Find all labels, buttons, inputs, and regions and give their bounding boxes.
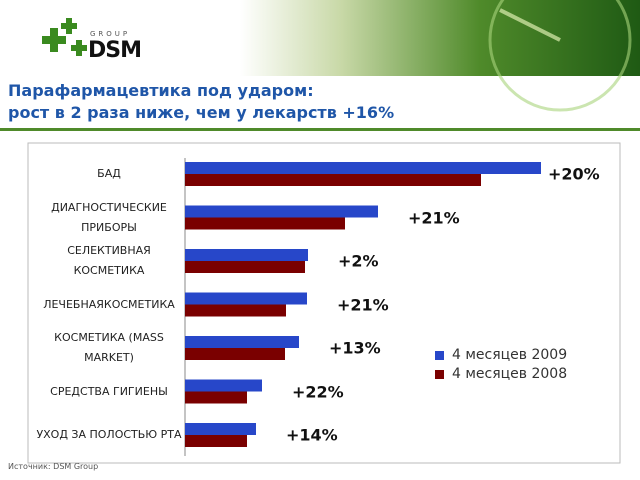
category-label: СЕЛЕКТИВНАЯ КОСМЕТИКА (67, 244, 151, 277)
category-label: БАД (97, 167, 121, 180)
growth-label: +2% (338, 251, 379, 271)
category-label: КОСМЕТИКА (MASS MARKET) (54, 331, 164, 364)
plot-frame (27, 142, 621, 464)
bar (185, 304, 286, 317)
legend-label: 4 месяцев 2008 (452, 366, 568, 382)
growth-label: +14% (286, 425, 338, 445)
bar (185, 292, 307, 305)
bar (185, 391, 247, 404)
bar (185, 348, 285, 360)
logo-subtext: GROUP (90, 30, 131, 38)
category-label: ЛЕЧЕБНАЯКОСМЕТИКА (43, 297, 175, 311)
bar (185, 435, 247, 447)
bar (185, 379, 262, 392)
growth-label: +21% (337, 295, 389, 314)
category-label: УХОД ЗА ПОЛОСТЬЮ РТА (36, 428, 182, 441)
growth-label: +21% (408, 208, 460, 227)
logo-text: DSM (88, 38, 142, 63)
bar (185, 205, 378, 218)
header-image (240, 0, 640, 76)
category-label: СРЕДСТВА ГИГИЕНЫ (50, 384, 168, 398)
bar (185, 162, 541, 174)
source-note: Источник: DSM Group (8, 462, 99, 471)
bar (185, 249, 308, 261)
clock-decoration (488, 0, 632, 112)
growth-label: +20% (548, 164, 600, 184)
bar (185, 174, 481, 186)
growth-label: +22% (292, 382, 344, 401)
clock-hand (499, 8, 561, 42)
bar (185, 217, 345, 230)
bar (185, 336, 299, 348)
legend-label: 4 месяцев 2009 (452, 347, 568, 363)
legend-swatch (435, 350, 444, 360)
bar (185, 423, 256, 435)
bar (185, 261, 305, 273)
legend-entry: 4 месяцев 2008 (435, 364, 568, 384)
legend-swatch (435, 369, 444, 379)
growth-label: +13% (329, 338, 381, 358)
logo-crosses (42, 18, 87, 56)
chart-title: Парафармацевтика под ударом: рост в 2 ра… (8, 81, 395, 122)
title-rule (0, 128, 640, 131)
legend-entry: 4 месяцев 2009 (435, 345, 568, 365)
category-label: ДИАГНОСТИЧЕСКИЕ ПРИБОРЫ (51, 200, 167, 234)
